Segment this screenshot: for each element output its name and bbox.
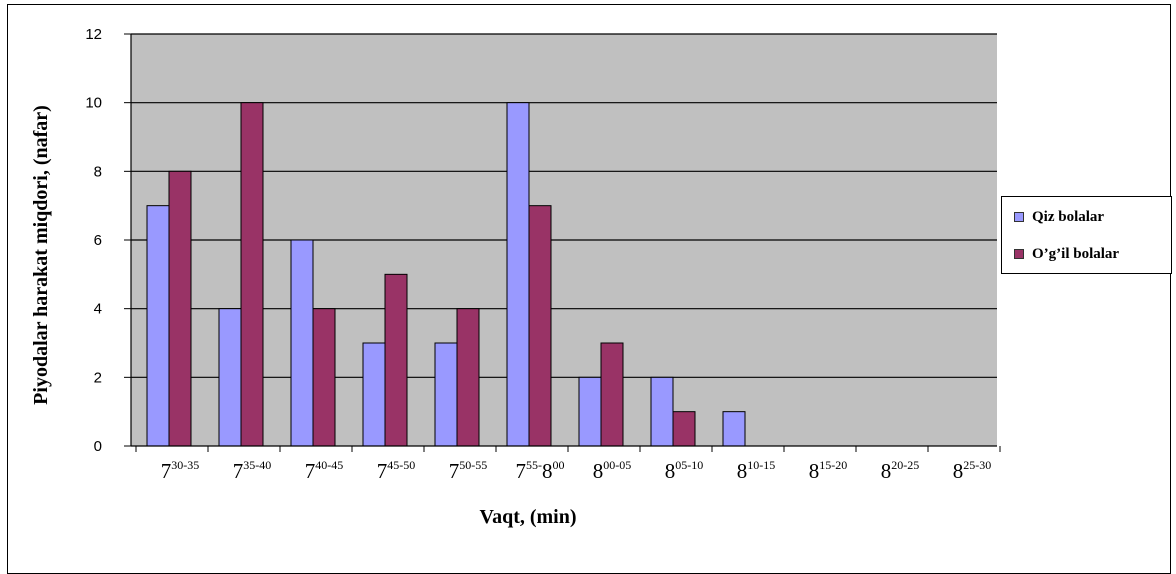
y-tick-label: 0 bbox=[94, 438, 102, 455]
x-tick-label: 730-35 bbox=[161, 458, 200, 483]
y-axis-title: Piyodalar harakat miqdori, (nafar) bbox=[30, 105, 52, 405]
x-tick-label: 815-20 bbox=[809, 458, 848, 483]
x-tick-label: 800-05 bbox=[593, 458, 632, 483]
bar-qiz bbox=[146, 205, 170, 447]
bar-qiz bbox=[578, 376, 602, 447]
legend-label-qiz: Qiz bolalar bbox=[1032, 208, 1105, 225]
legend-swatch-ogil bbox=[1014, 249, 1024, 259]
bar-qiz bbox=[722, 411, 746, 447]
y-tick-label: 2 bbox=[94, 369, 102, 386]
legend-label-ogil: O’g’il bolalar bbox=[1032, 245, 1120, 262]
bar-qiz bbox=[506, 102, 530, 447]
y-tick-labels: 0 2 4 6 8 10 12 bbox=[85, 26, 102, 455]
x-tick-label: 745-50 bbox=[377, 458, 416, 483]
x-tick-label: 740-45 bbox=[305, 458, 344, 483]
legend-item-ogil: O’g’il bolalar bbox=[1014, 244, 1119, 264]
bar-qiz bbox=[650, 376, 674, 447]
bar-qiz bbox=[218, 308, 242, 447]
bar-ogil bbox=[600, 342, 624, 447]
y-tick-label: 10 bbox=[85, 95, 102, 112]
x-tick-label: 755-800 bbox=[516, 458, 565, 483]
y-tick-label: 4 bbox=[94, 301, 102, 318]
x-tick-label: 810-15 bbox=[737, 458, 776, 483]
bar-ogil bbox=[384, 273, 408, 447]
bar-ogil bbox=[528, 205, 552, 447]
bar-ogil bbox=[672, 411, 696, 447]
x-axis-title: Vaqt, (min) bbox=[479, 506, 576, 528]
x-tick-label: 805-10 bbox=[665, 458, 704, 483]
legend-item-qiz: Qiz bolalar bbox=[1014, 207, 1104, 227]
legend-swatch-qiz bbox=[1014, 212, 1024, 222]
y-tick-label: 8 bbox=[94, 163, 102, 180]
y-tick-label: 6 bbox=[94, 232, 102, 249]
x-tick-label: 825-30 bbox=[953, 458, 992, 483]
bar-ogil bbox=[240, 102, 264, 447]
bar-qiz bbox=[362, 342, 386, 447]
bars bbox=[146, 102, 746, 447]
x-tick-label: 750-55 bbox=[449, 458, 488, 483]
bar-ogil bbox=[312, 308, 336, 447]
bar-qiz bbox=[290, 239, 314, 447]
x-tick-label: 820-25 bbox=[881, 458, 920, 483]
y-tick-label: 12 bbox=[85, 26, 102, 43]
x-tick-labels: 730-35 735-40 740-45 745-50 750-55 755-800 800… bbox=[161, 458, 992, 483]
bar-qiz bbox=[434, 342, 458, 447]
bar-ogil bbox=[456, 308, 480, 447]
axes bbox=[130, 34, 1001, 452]
gridlines bbox=[124, 33, 997, 447]
legend: Qiz bolalar O’g’il bolalar bbox=[1001, 196, 1172, 274]
x-tick-label: 735-40 bbox=[233, 458, 272, 483]
bar-ogil bbox=[168, 170, 192, 447]
